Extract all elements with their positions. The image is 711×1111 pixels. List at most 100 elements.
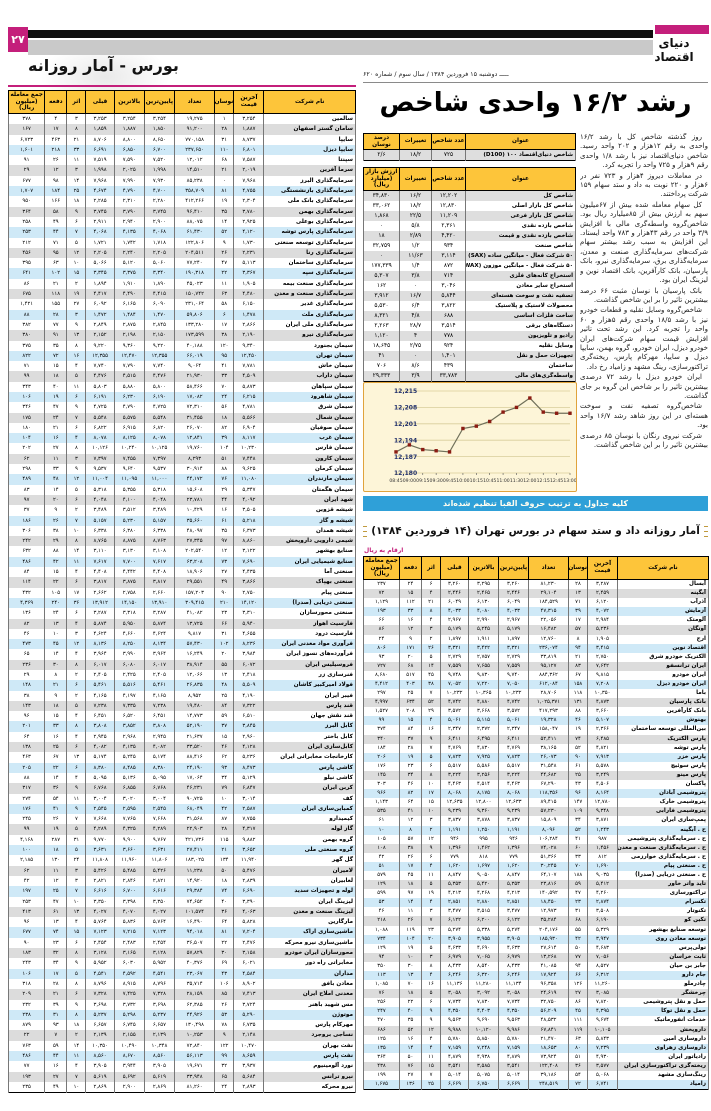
table-row: اقتصاد نوین ۳,۴۱۵ ۹۴ ۲۳۶,۰۷۴ ۳,۳۲۱ ۳,۴۲۲ ۳,۳۲۱…: [363, 643, 709, 653]
column-header: نوسان: [214, 90, 235, 114]
table-cell: ۳,۲۵۴: [113, 113, 145, 125]
table-cell: ۶: [66, 680, 87, 691]
table-cell: ۹۸۷: [587, 834, 618, 844]
company-name-cell: بانک کارآفرین: [617, 707, 709, 717]
table-cell: ۱۶۷: [7, 124, 46, 135]
table-cell: ۳,۵۷۲: [498, 707, 529, 717]
table-cell: ۲۳۸: [7, 1009, 46, 1021]
table-cell: ۵,۰۱۴: [498, 1071, 529, 1081]
company-name-cell: سیمان داراب: [263, 371, 356, 382]
table-cell: ۷۲۵: [431, 149, 466, 161]
table-cell: ۲۸: [214, 124, 235, 135]
table-cell: ۸,۶۷۰: [113, 1050, 145, 1062]
table-cell: ۲۳۱,۰۶۴: [173, 299, 216, 310]
table-cell: ۲۳: [568, 898, 588, 908]
table-cell: ۱۰,۲۳۰: [233, 443, 265, 454]
table-row: سرمایه‌گذاری توسعه صنعتی ۱,۷۳۰ ۹ ۱۲۲,۸۰۶ ۱,۷…: [7, 237, 356, 248]
table-row: فروسیلیس ایران ۶,۰۷۲ ۵۵ ۳۸,۹۱۴ ۶,۰۱۷ ۶,۰۸۰ ۶,۰…: [7, 659, 356, 670]
table-cell: ۲,۱۵۵: [113, 1030, 145, 1041]
svg-text:12:00: 12:00: [523, 478, 536, 484]
table-cell: ۱,۴۵۶: [587, 843, 618, 853]
table-cell: ۲۱: [44, 278, 68, 290]
table-cell: ۹۰,۷۲۵: [173, 793, 216, 804]
table-cell: ۱۸۴: [44, 186, 68, 197]
table-cell: ۱۷۱: [399, 643, 422, 653]
table-row: ماشین‌سازی اراک ۷,۲۰۴ ۸۱ ۹۴,۰۱۸ ۷,۱۲۳ ۷,۲۱۵ ۷,…: [7, 927, 356, 938]
table-cell: ۲,۵۴۵: [85, 803, 115, 815]
table-cell: ۷,۶۱۷: [143, 556, 175, 568]
company-name-cell: شیشه قزوین: [263, 505, 356, 516]
table-cell: ۷,۹۱۳: [587, 752, 618, 762]
table-cell: ۸,۸۶۰: [233, 536, 265, 547]
table-cell: ۴,۷۹۰: [113, 402, 145, 413]
article-body: روز گذشته شاخص کل با رشد ۱۶/۲ واحدی به ر…: [580, 133, 708, 491]
table-cell: ۷,۴۵۵: [113, 453, 145, 465]
table-cell: ۱۶,۴۸۲: [528, 625, 569, 635]
table-cell: ۳,۶۶۸: [468, 707, 499, 717]
table-row: موتوژن ۵,۲۹۰ ۵۳ ۴۴,۹۲۶ ۵,۲۳۷ ۵,۲۹۸ ۵,۲۳۷ ۸ ۳۱ ۲۳۸: [7, 1009, 356, 1021]
table-cell: ۲۲: [214, 268, 235, 279]
table-cell: ۶۴: [399, 798, 422, 808]
company-name-cell: شاخص کل: [465, 190, 576, 201]
table-row: نفت پارس ۸,۶۵۹ ۹۹ ۵۶,۱۱۳ ۸,۵۶۰ ۸,۶۷۰ ۸,۵۶۰ ۱۱ ۴۴…: [7, 1050, 356, 1062]
table-cell: ۱۰۰: [7, 845, 46, 856]
table-cell: ۶,۴۸۵: [587, 734, 618, 744]
table-cell: ۱۶۶: [44, 196, 68, 207]
company-name-cell: گروه صنعتی ملی: [263, 845, 356, 856]
table-cell: ۴,۰۶۳: [233, 906, 265, 918]
table-cell: ۶,۸۴۷: [233, 783, 265, 794]
table-cell: ۳: [66, 453, 87, 465]
table-cell: ۹,۹۸۶: [498, 1025, 529, 1035]
table-cell: ۱۰,۴۲۹: [173, 505, 216, 516]
table-cell: ۲۴: [214, 1081, 235, 1093]
table-cell: ۱۵: [44, 567, 68, 578]
table-cell: ۴,۷۲۵: [143, 402, 175, 413]
table-cell: ۱۴۰,۵۹۲: [528, 889, 569, 899]
table-cell: ۸۶: [363, 625, 400, 635]
table-cell: ۵,۵۷۸: [587, 761, 618, 771]
table-cell: ۲۳۶,۰۷۴: [528, 643, 569, 653]
company-name-cell: شاخص صنعت: [465, 240, 576, 251]
column-header: عدد شاخص: [431, 132, 466, 151]
table-row: مس شهید باهنر ۳,۷۲۴ ۲۶ ۶۲,۳۸۵ ۳,۶۹۸ ۳,۷۳۲ ۳,۶۹…: [7, 999, 356, 1010]
table-cell: ۱,۱۴۳: [363, 798, 400, 808]
table-cell: ۵,۴۶۱: [143, 680, 175, 691]
table-cell: ۹: [44, 690, 68, 701]
column-header: اثر: [66, 90, 87, 114]
table-cell: ۱۶,۲۴۹: [173, 649, 216, 660]
company-name-cell: جابر بن حیان: [617, 961, 709, 971]
table-cell: ۲۸: [568, 579, 588, 590]
table-cell: ۴,۱۲۸: [233, 742, 265, 753]
table-cell: ۳,۵۴۱: [498, 1061, 529, 1072]
table-cell: ۵۹,۸۰۶: [173, 309, 216, 320]
table-cell: ۲,۴۰۵: [143, 670, 175, 681]
table-cell: ۹۳: [214, 762, 235, 773]
table-cell: ۵۲: [568, 825, 588, 835]
table-cell: ۱: [214, 113, 235, 125]
table-cell: ۶: [66, 422, 87, 434]
table-cell: ۴,۴۶۳: [440, 780, 469, 790]
table-row: شیشه و گاز ۵,۲۱۸ ۶۱ ۳۵,۶۶۰ ۵,۱۵۷ ۵,۲۳۰ ۵,۱۵۷ ۷ ۲…: [7, 515, 356, 526]
table-cell: ۸,۱۱۷: [233, 433, 265, 444]
table-cell: ۲,۹۰۰: [113, 1081, 145, 1093]
table-cell: ۲,۷۵۰: [587, 652, 618, 662]
table-cell: ۴,۵۴۱: [143, 968, 175, 979]
company-name-cell: سیمان صوفیان: [263, 422, 356, 434]
table-cell: ۹: [66, 958, 87, 969]
table-cell: ۱,۷۱۸: [143, 237, 175, 248]
company-name-cell: پارس سوئیچ: [617, 761, 709, 771]
table-cell: ۳,۸۶۶: [233, 577, 265, 588]
table-cell: ۵,۷۶۴: [143, 917, 175, 928]
table-row: پارس مینو ۳,۲۴۹ ۲۵ ۴۴,۶۸۲ ۳,۲۲۴ ۳,۲۵۶ ۳,۲۲۴ ۸ ۳۴…: [363, 770, 709, 781]
table-cell: ۹,۲۲۰: [143, 340, 175, 351]
company-name-cell: نفت پارس: [263, 1050, 356, 1062]
column-header: دفعه: [399, 556, 422, 580]
table-cell: ۸۱۲: [587, 852, 618, 862]
table-cell: ۶۱,۴۳۰: [173, 227, 216, 238]
table-cell: ۵۳: [363, 898, 400, 908]
table-cell: ۶,۴۹۵: [468, 734, 499, 744]
table-cell: ۸۲: [7, 618, 46, 629]
table-cell: ۳,۵۰۸: [587, 907, 618, 917]
table-row: ریخته‌گری تراکتورسازی ایران ۳,۵۷۷ ۳۶ ۱۲۲,۴۰…: [363, 1061, 709, 1072]
company-name-cell: رادیو و تلویزیون: [465, 330, 576, 341]
